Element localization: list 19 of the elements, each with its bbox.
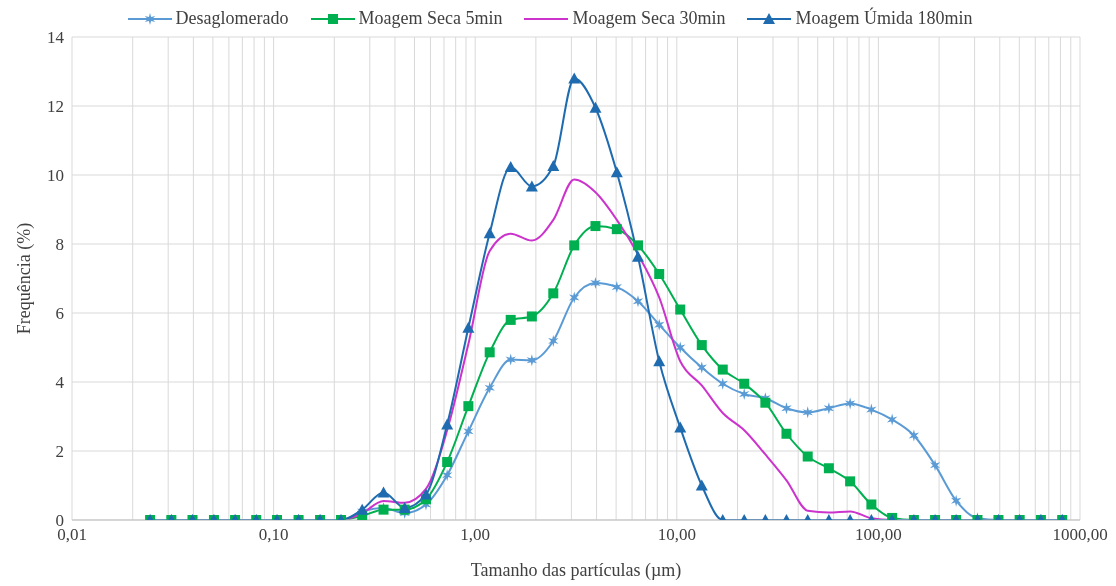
y-axis-title: Frequência (%) (14, 222, 36, 335)
x-tick-label: 0,10 (258, 525, 289, 545)
y-tick-label: 6 (55, 304, 64, 324)
y-tick-label: 10 (47, 166, 64, 186)
x-tick-label: 10,00 (657, 525, 696, 545)
x-tick-label: 0,01 (57, 525, 87, 545)
x-tick-label: 1,00 (460, 525, 491, 545)
legend-label: Desaglomerado (175, 8, 289, 29)
y-tick-label: 8 (55, 235, 64, 255)
legend-label: Moagem Seca 5min (358, 8, 503, 29)
legend-label: Moagem Seca 30min (572, 8, 726, 29)
y-tick-label: 14 (47, 28, 65, 48)
x-tick-label: 1000,00 (1052, 525, 1108, 545)
x-axis-title: Tamanho das partículas (µm) (470, 560, 682, 581)
x-tick-label: 100,00 (855, 525, 902, 545)
legend-label: Moagem Úmida 180min (795, 8, 973, 29)
y-tick-label: 2 (55, 442, 64, 462)
y-tick-label: 12 (47, 97, 64, 117)
y-tick-label: 4 (55, 373, 65, 393)
